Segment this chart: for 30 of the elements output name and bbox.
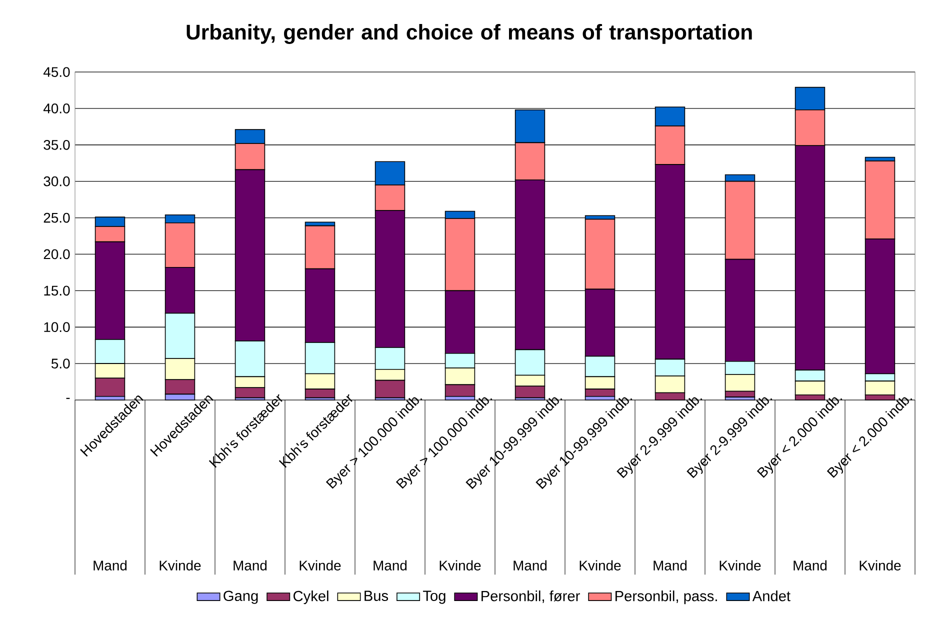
text: Mand xyxy=(794,560,827,570)
legend-label: Personbil, pass. xyxy=(616,590,717,604)
y-tick-label: 15.0 xyxy=(44,286,70,296)
y-tick-label: 40.0 xyxy=(43,104,70,114)
text: Kvinde xyxy=(860,560,901,570)
text: Kvinde xyxy=(440,560,481,570)
text: Mand xyxy=(234,560,267,570)
text: Mand xyxy=(514,560,547,570)
y-tick-label: 30.0 xyxy=(44,176,70,186)
y-tick-label: 45.0 xyxy=(43,67,70,77)
legend-label: Gang xyxy=(224,590,258,604)
y-tick-label: 10.0 xyxy=(44,322,70,332)
y-tick-label: 20.0 xyxy=(44,249,70,260)
y-tick-label: - xyxy=(66,398,70,399)
legend-label: Cykel xyxy=(294,590,328,604)
text: Kvinde xyxy=(300,560,341,570)
text: Mand xyxy=(654,560,687,570)
legend-label: Andet xyxy=(752,590,790,602)
legend-label: Tog xyxy=(423,590,446,604)
y-tick-label: 35.0 xyxy=(44,140,70,150)
y-tick-label: 25.0 xyxy=(44,212,70,223)
text: Kvinde xyxy=(720,560,761,570)
text: Mand xyxy=(374,560,407,570)
chart-title: Urbanity, gender and choice of means of transportation xyxy=(186,24,752,44)
text: Kvinde xyxy=(160,560,201,570)
text: Kvinde xyxy=(580,560,621,570)
text: Mand xyxy=(94,560,127,570)
y-tick-label: 5.0 xyxy=(51,358,70,369)
legend-label: Bus xyxy=(364,590,388,601)
legend-label: Personbil, fører xyxy=(482,590,580,603)
